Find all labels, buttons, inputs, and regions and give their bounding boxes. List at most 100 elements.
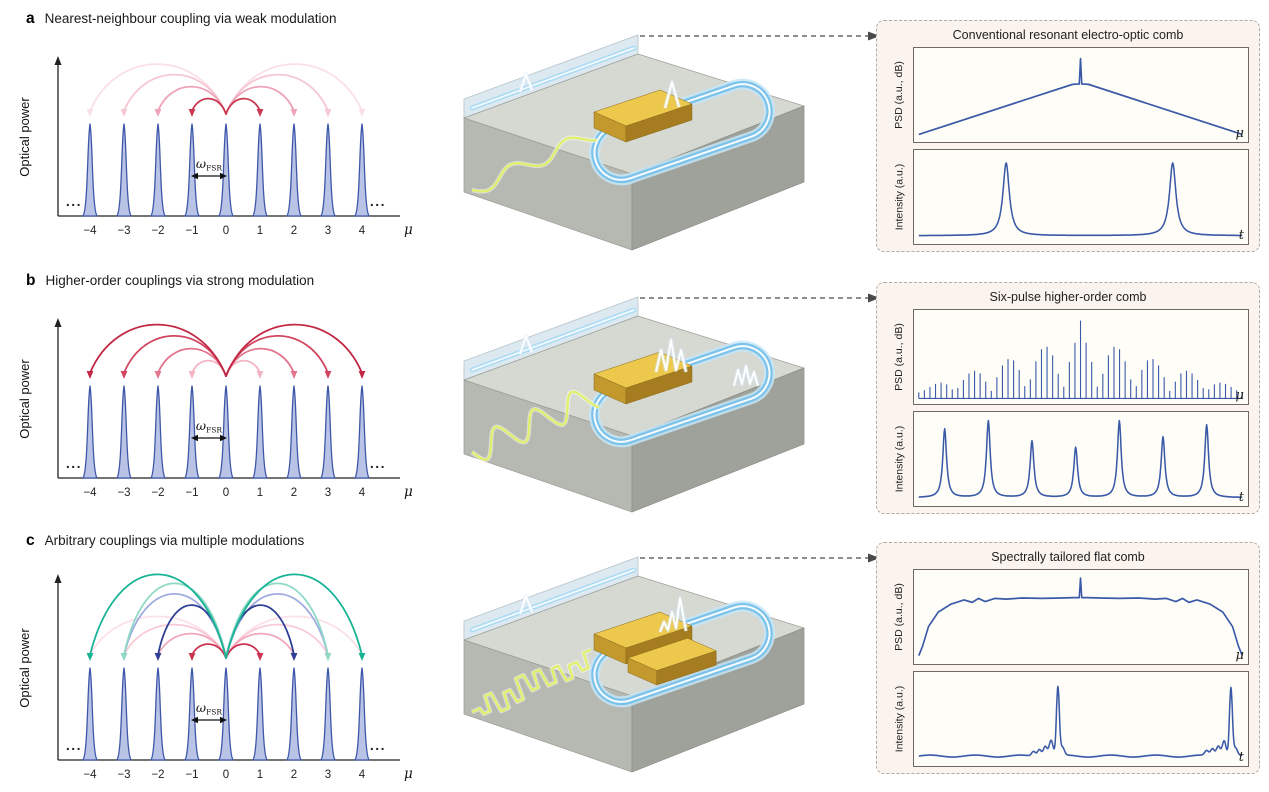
intensity-ylabel-a: Intensity (a.u.) — [887, 150, 911, 244]
svg-text:1: 1 — [257, 225, 263, 237]
comb-svg: Optical power −4 −3 −2 −1 0 1 2 3 4 μ... ... ωFSR — [17, 56, 413, 238]
svg-text:0: 0 — [223, 487, 229, 499]
panel-row-b: b Higher-order couplings via strong modu… — [0, 268, 1269, 530]
chip-svg — [462, 34, 806, 251]
intensity-xlabel-b: t — [1239, 490, 1244, 505]
svg-text:3: 3 — [325, 487, 331, 499]
panel-title-c: Arbitrary couplings via multiple modulat… — [44, 533, 305, 548]
comb-spectrum-plot-c: Optical power −4 −3 −2 −1 0 1 2 3 4 μ...... ωFSR — [12, 550, 444, 792]
psd-xlabel-a: μ — [1236, 126, 1244, 141]
intensity-plot-a — [914, 150, 1248, 244]
intensity-plot-b — [914, 412, 1248, 506]
intensity-panel-a: Intensity (a.u.) t — [893, 149, 1249, 245]
svg-text:...: ... — [66, 737, 82, 753]
intensity-xlabel-a: t — [1239, 228, 1244, 243]
comb-spectrum-plot-b: Optical power −4 −3 −2 −1 0 1 2 3 4 μ...... ωFSR — [12, 294, 444, 513]
intensity-xlabel-text-a: t — [1238, 228, 1244, 243]
psd-svg — [918, 320, 1243, 400]
psd-xlabel-text-b: μ — [1235, 388, 1244, 403]
svg-text:ωFSR: ωFSR — [196, 156, 223, 173]
svg-text:...: ... — [370, 193, 386, 209]
svg-text:−2: −2 — [151, 225, 164, 237]
svg-text:2: 2 — [291, 487, 297, 499]
svg-text:4: 4 — [359, 769, 366, 781]
svg-text:...: ... — [66, 193, 82, 209]
output-title-c: Spectrally tailored flat comb — [991, 550, 1145, 564]
intensity-ylabel-text-c: Intensity (a.u.) — [893, 685, 905, 753]
connector-svg — [640, 293, 880, 303]
svg-text:...: ... — [66, 455, 82, 471]
svg-text:4: 4 — [359, 487, 366, 499]
comb-svg: Optical power −4 −3 −2 −1 0 1 2 3 4 μ... ... ωFSR — [17, 573, 413, 782]
svg-text:−2: −2 — [151, 769, 164, 781]
ring-resonator-chip-c — [446, 542, 818, 774]
psd-svg — [918, 57, 1243, 136]
racetrack-ring — [589, 600, 775, 708]
psd-ylabel-c: PSD (a.u., dB) — [887, 570, 911, 664]
svg-text:3: 3 — [325, 769, 331, 781]
svg-text:−4: −4 — [83, 769, 97, 781]
svg-text:−3: −3 — [117, 225, 130, 237]
output-comb-box-c: Spectrally tailored flat comb PSD (a.u.,… — [876, 542, 1260, 774]
intensity-plot-c — [914, 672, 1248, 766]
intensity-svg — [918, 685, 1243, 758]
psd-xlabel-b: μ — [1236, 388, 1244, 403]
panel-label-a: a — [26, 10, 35, 27]
connector-svg — [640, 31, 880, 41]
racetrack-ring — [589, 340, 775, 448]
svg-text:2: 2 — [291, 769, 297, 781]
ring-resonator-chip-b — [446, 282, 818, 514]
intensity-panel-b: Intensity (a.u.) t — [893, 411, 1249, 507]
svg-text:Optical power: Optical power — [17, 97, 32, 177]
svg-text:μ: μ — [404, 484, 413, 500]
svg-text:−1: −1 — [185, 769, 198, 781]
panel-label-b: b — [26, 272, 36, 289]
svg-text:−2: −2 — [151, 487, 164, 499]
psd-ylabel-text-c: PSD (a.u., dB) — [893, 583, 906, 651]
psd-plot-b — [914, 310, 1248, 404]
dashed-arrow-connector-c — [596, 542, 892, 576]
svg-text:μ: μ — [404, 766, 413, 782]
psd-ylabel-a: PSD (a.u., dB) — [887, 48, 911, 142]
output-comb-box-b: Six-pulse higher-order comb PSD (a.u., d… — [876, 282, 1260, 514]
output-title-b: Six-pulse higher-order comb — [989, 290, 1147, 304]
panel-title-a: Nearest-neighbour coupling via weak modu… — [44, 11, 337, 26]
svg-text:Optical power: Optical power — [17, 628, 32, 708]
panel-row-a: a Nearest-neighbour coupling via weak mo… — [0, 6, 1269, 268]
svg-text:2: 2 — [291, 225, 297, 237]
intensity-ylabel-text-b: Intensity (a.u.) — [893, 425, 905, 493]
svg-text:−4: −4 — [83, 225, 97, 237]
racetrack-ring — [589, 78, 775, 186]
psd-xlabel-text-a: μ — [1235, 126, 1244, 141]
connector-svg — [640, 553, 880, 563]
svg-text:0: 0 — [223, 225, 229, 237]
panel-row-c: c Arbitrary couplings via multiple modul… — [0, 528, 1269, 790]
svg-text:1: 1 — [257, 769, 263, 781]
intensity-xlabel-text-b: t — [1238, 490, 1244, 505]
row-header-b: b Higher-order couplings via strong modu… — [26, 272, 314, 290]
row-header-c: c Arbitrary couplings via multiple modul… — [26, 532, 304, 550]
psd-ylabel-b: PSD (a.u., dB) — [887, 310, 911, 404]
svg-text:0: 0 — [223, 769, 229, 781]
psd-panel-a: PSD (a.u., dB) μ — [893, 47, 1249, 143]
svg-text:ωFSR: ωFSR — [196, 418, 223, 435]
intensity-ylabel-b: Intensity (a.u.) — [887, 412, 911, 506]
intensity-panel-c: Intensity (a.u.) t — [893, 671, 1249, 767]
psd-plot-a — [914, 48, 1248, 142]
comb-svg: Optical power −4 −3 −2 −1 0 1 2 3 4 μ... ... ωFSR — [17, 318, 413, 500]
panel-label-c: c — [26, 532, 35, 549]
intensity-xlabel-text-c: t — [1238, 750, 1244, 765]
intensity-xlabel-c: t — [1239, 750, 1244, 765]
psd-xlabel-text-c: μ — [1235, 648, 1244, 663]
row-header-a: a Nearest-neighbour coupling via weak mo… — [26, 10, 337, 28]
svg-text:ωFSR: ωFSR — [196, 700, 223, 717]
svg-text:μ: μ — [404, 222, 413, 238]
output-title-a: Conventional resonant electro-optic comb — [952, 28, 1184, 42]
chip-svg — [462, 296, 806, 513]
svg-text:1: 1 — [257, 487, 263, 499]
psd-panel-c: PSD (a.u., dB) μ — [893, 569, 1249, 665]
psd-xlabel-c: μ — [1236, 648, 1244, 663]
svg-text:−1: −1 — [185, 225, 198, 237]
svg-text:Optical power: Optical power — [17, 359, 32, 439]
intensity-svg — [918, 162, 1243, 237]
